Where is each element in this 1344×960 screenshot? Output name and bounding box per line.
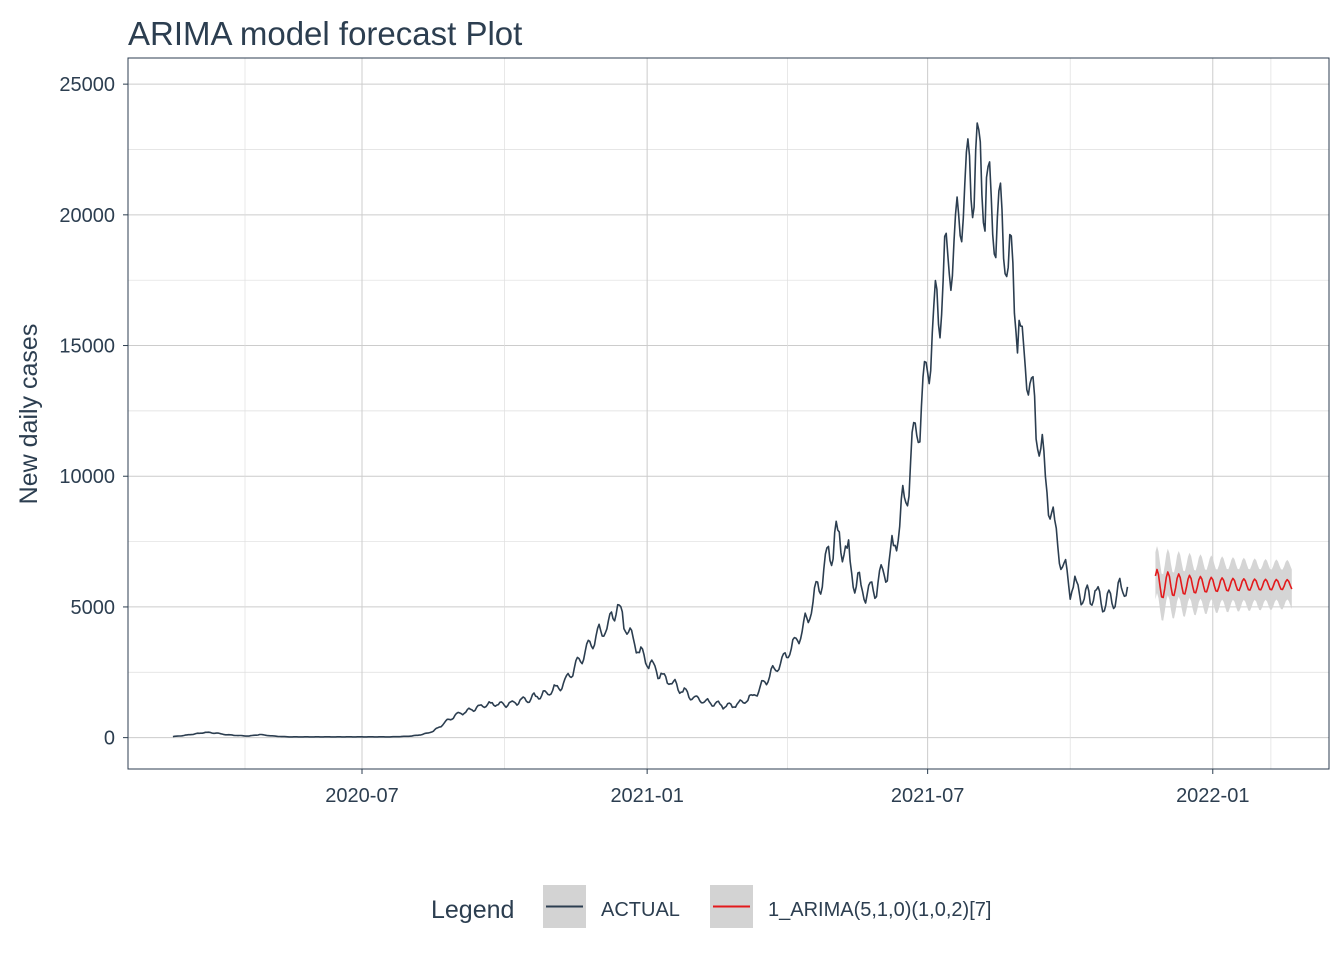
- forecast-interval-layer: [1155, 546, 1292, 621]
- y-tick-label: 15000: [59, 336, 115, 358]
- x-tick-label: 2020-07: [325, 785, 398, 807]
- legend: Legend ACTUAL 1_ARIMA(5,1,0)(1,0,2)[7]: [431, 885, 991, 928]
- chart-title: ARIMA model forecast Plot: [128, 15, 522, 52]
- series-layer: [172, 122, 1293, 738]
- x-tick-label: 2021-07: [891, 785, 964, 807]
- x-tick-label: 2021-01: [610, 785, 683, 807]
- y-tick-label: 10000: [59, 466, 115, 488]
- series-line-actual: [172, 122, 1129, 738]
- y-tick-label: 5000: [71, 597, 116, 619]
- x-axis: 2020-07 2021-01 2021-07 2022-01: [325, 769, 1249, 807]
- legend-label-actual: ACTUAL: [601, 899, 680, 921]
- y-axis: 0 5000 10000 15000 20000 25000: [59, 74, 128, 750]
- plot-panel-border: [127, 57, 1330, 770]
- y-tick-label: 25000: [59, 74, 115, 96]
- legend-title: Legend: [431, 896, 514, 924]
- y-tick-label: 0: [104, 728, 115, 750]
- y-axis-label: New daily cases: [15, 324, 43, 505]
- grid-lines: [128, 58, 1329, 769]
- x-tick-label: 2022-01: [1176, 785, 1249, 807]
- y-tick-label: 20000: [59, 205, 115, 227]
- forecast-interval-band: [1155, 546, 1292, 621]
- legend-label-forecast: 1_ARIMA(5,1,0)(1,0,2)[7]: [768, 899, 991, 921]
- series-line-forecast: [1154, 568, 1293, 599]
